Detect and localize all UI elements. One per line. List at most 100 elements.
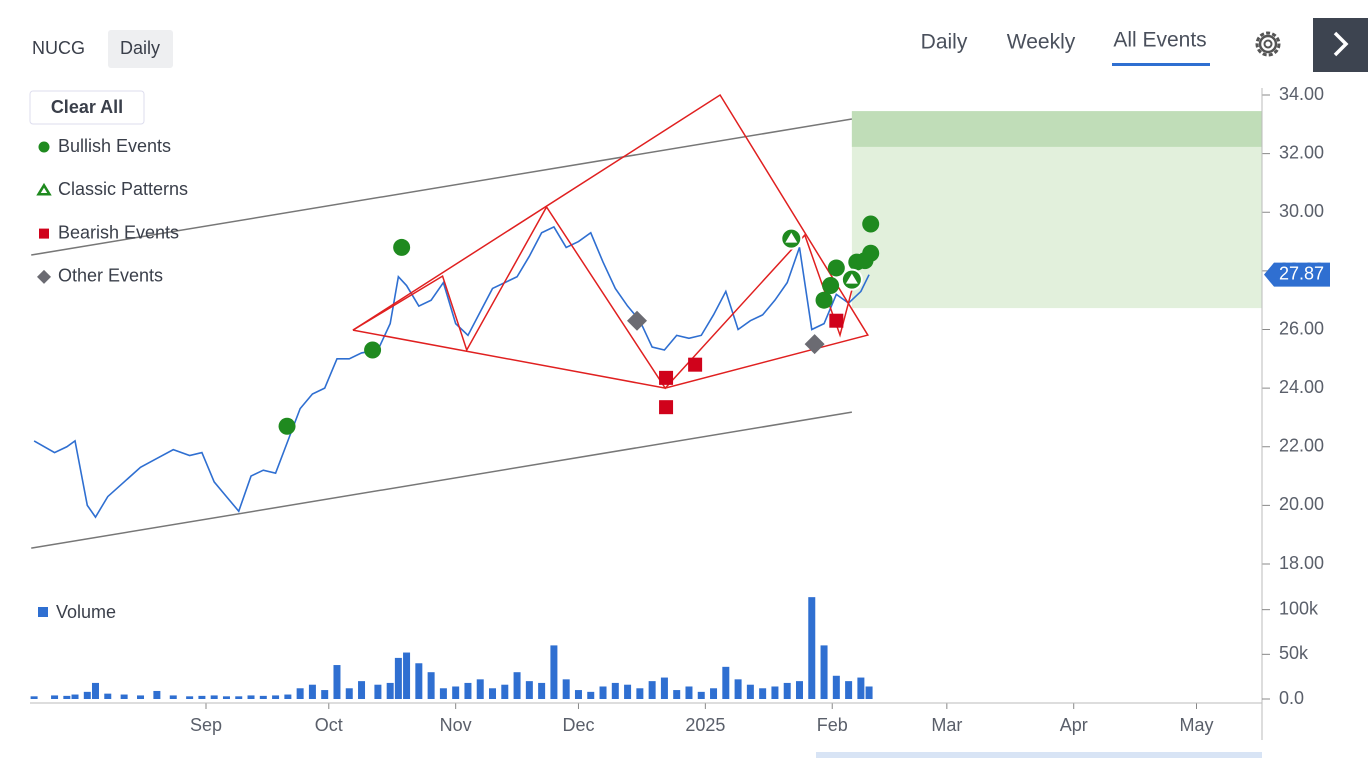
tab-weekly[interactable]: Weekly (1007, 31, 1076, 54)
legend-marker (36, 182, 52, 196)
chevron (1333, 31, 1349, 57)
legend-marker (37, 269, 51, 284)
legend-label[interactable]: Other Events (58, 266, 163, 286)
volume-bar (137, 695, 145, 699)
y-tick-label: 32.00 (1279, 142, 1324, 162)
volume-bar (685, 686, 693, 699)
volume-bar (63, 695, 71, 699)
bearish-event (659, 400, 674, 415)
other-event (804, 334, 825, 355)
bullish-event (278, 417, 296, 435)
legend-marker (38, 141, 50, 153)
volume-bar (198, 695, 206, 699)
volume-bar (489, 688, 497, 699)
volume-bar (169, 695, 177, 699)
symbol: NUCG (32, 38, 85, 58)
y-tick-label: 30.00 (1279, 201, 1324, 221)
x-tick-label: Feb (817, 715, 848, 735)
x-tick-label: Sep (190, 715, 222, 735)
legend-label[interactable]: Bearish Events (58, 222, 179, 242)
volume-bar (648, 681, 656, 699)
volume-bar (222, 696, 230, 699)
bullish-event (815, 291, 833, 309)
scrollbar[interactable] (816, 752, 1262, 758)
volume-bar (636, 688, 644, 699)
volume-bar (820, 645, 828, 699)
bearish-event (688, 357, 703, 372)
x-tick-label: Dec (562, 715, 594, 735)
volume-bar (624, 684, 632, 699)
volume-bar (247, 695, 255, 699)
volume-bar (464, 682, 472, 699)
interval: Daily (120, 38, 160, 58)
other-event (626, 310, 647, 331)
volume-bar (104, 693, 112, 699)
volume-bar (259, 695, 267, 699)
interval-badge (108, 30, 173, 68)
volume-bar (538, 682, 546, 699)
active-tab-underline (1112, 63, 1210, 66)
channel-line (31, 411, 853, 549)
x-tick-label: 2025 (685, 715, 725, 735)
volume-bar (386, 682, 394, 699)
x-tick-label: May (1180, 715, 1214, 735)
volume-bar (439, 688, 447, 699)
volume-bar (476, 679, 484, 699)
volume-bar (795, 681, 803, 699)
volume-bar (599, 686, 607, 699)
volume-bar (91, 682, 99, 699)
bullish-event (862, 244, 880, 262)
y-tick-label: 24.00 (1279, 377, 1324, 397)
volume-bar (51, 695, 59, 699)
volume-bar (513, 672, 521, 699)
y-tick-label: 20.00 (1279, 494, 1324, 514)
volume-bar (710, 688, 718, 699)
y-tick-label: 0.0 (1279, 688, 1304, 708)
legend-marker (38, 607, 48, 617)
volume-bar (345, 688, 353, 699)
volume-bar (587, 691, 595, 699)
volume-bar (771, 686, 779, 699)
volume-bar (284, 694, 292, 699)
legend-marker (39, 228, 49, 239)
expand-button[interactable] (1313, 18, 1368, 72)
last-value-label: 27.87 (1279, 263, 1324, 283)
channel-line (31, 118, 853, 256)
x-tick-label: Mar (931, 715, 962, 735)
legend-label[interactable]: Classic Patterns (58, 179, 188, 199)
bearish-event (659, 370, 674, 385)
volume-bar (358, 681, 366, 699)
volume-bar (296, 688, 304, 699)
volume-bar (574, 690, 582, 699)
gear-ring (1258, 34, 1278, 54)
y-tick-label: 50k (1279, 643, 1309, 663)
clear-all-label: Clear All (51, 97, 123, 117)
plot-area: 34.0032.0030.0028.0026.0024.0022.0020.00… (30, 84, 1330, 740)
volume-bar (865, 686, 873, 699)
legend-label: Volume (56, 602, 116, 622)
volume-bar (734, 679, 742, 699)
volume-bar (452, 686, 460, 699)
settings-icon[interactable] (1255, 31, 1281, 57)
y-tick-label: 18.00 (1279, 553, 1324, 573)
volume-bar (394, 657, 402, 699)
volume-bar (83, 691, 91, 699)
bullish-event (364, 341, 382, 359)
volume-bar (660, 677, 668, 699)
volume-bar (153, 690, 161, 699)
bullish-event (862, 215, 880, 233)
volume-bar (611, 682, 619, 699)
target-zone-strong (851, 111, 1262, 147)
volume-bar (857, 677, 865, 699)
legend-label[interactable]: Bullish Events (58, 136, 171, 156)
clear-all-button[interactable] (29, 90, 145, 125)
tab-all-events[interactable]: All Events (1113, 29, 1206, 52)
tab-daily[interactable]: Daily (921, 31, 968, 54)
bearish-event (829, 313, 844, 328)
y-tick-label: 26.00 (1279, 318, 1324, 338)
volume-bar (415, 663, 423, 699)
classic-pattern (840, 268, 863, 291)
bullish-event (827, 259, 845, 277)
volume-bar (722, 666, 730, 699)
